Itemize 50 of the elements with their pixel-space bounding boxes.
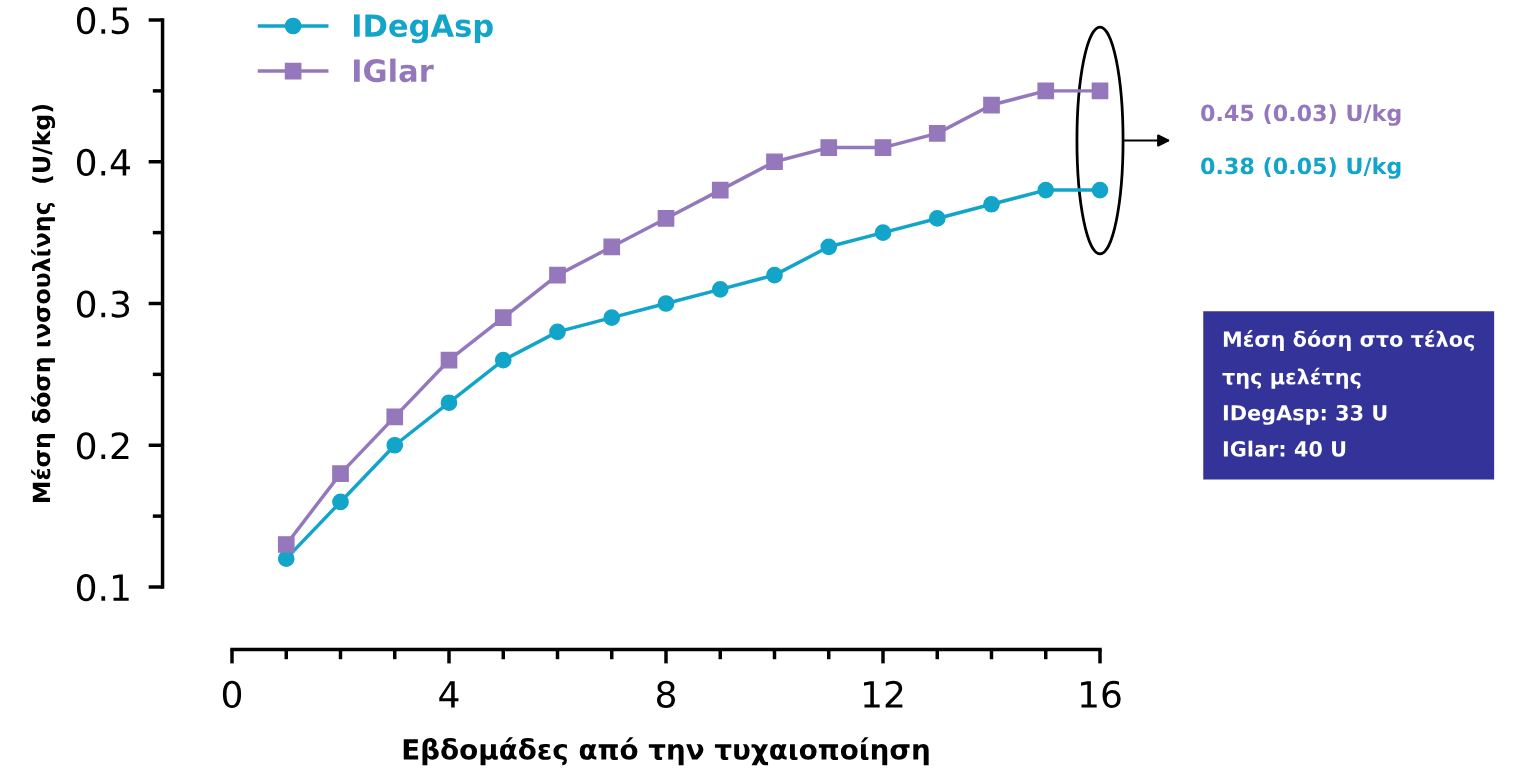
text: 0.38 (0.05) U/kg [1201,157,1401,179]
x-axis-title: Εβδομάδες από την τυχαιοποίηση [403,737,929,766]
point [332,465,349,482]
point [928,125,946,142]
text: IDegAsp: 33 U [1223,404,1387,425]
point [549,323,566,341]
point [766,266,783,284]
text: IGlar: 40 U [1223,440,1346,457]
x-tick-label: 16 [1080,680,1121,709]
point [332,493,349,511]
y-tick-label: 0.5 [76,6,129,35]
point [928,210,946,227]
x-tick-label: 4 [439,681,459,708]
legend-label: IDegAsp [353,14,493,44]
point [657,210,675,227]
point [874,224,892,241]
point [1037,181,1055,199]
x-tick-label: 8 [656,680,676,709]
point [1091,181,1109,199]
point [766,153,783,171]
point [549,266,566,284]
point [386,408,404,426]
point [1037,82,1055,100]
y-axis-title: Μέση δόση ινσουλίνης (U/kg) [31,104,56,502]
point [711,181,729,199]
point [820,238,838,256]
text: Μέση δόση στο τέλος της μελέτης [1222,330,1475,389]
x-tick-label: 0 [222,680,242,709]
x-tick-label: 12 [863,680,903,708]
point [983,96,1000,114]
y-tick-label: 0.1 [76,573,129,602]
y-tick-label: 0.4 [76,148,130,176]
point [440,351,458,369]
legend-label: IGlar [353,58,434,83]
point [277,536,295,553]
point [820,139,838,156]
point [1091,82,1109,100]
point [386,436,404,454]
y-tick-label: 0.2 [76,432,129,460]
y-tick-label: 0.3 [76,290,130,318]
point [874,139,892,156]
point [603,238,621,256]
point [983,195,1000,213]
point [603,309,621,327]
point [657,295,675,312]
point [494,309,512,327]
point [440,394,458,412]
point [494,351,512,369]
text: 0.45 (0.03) U/kg [1201,104,1401,126]
point [711,280,729,298]
